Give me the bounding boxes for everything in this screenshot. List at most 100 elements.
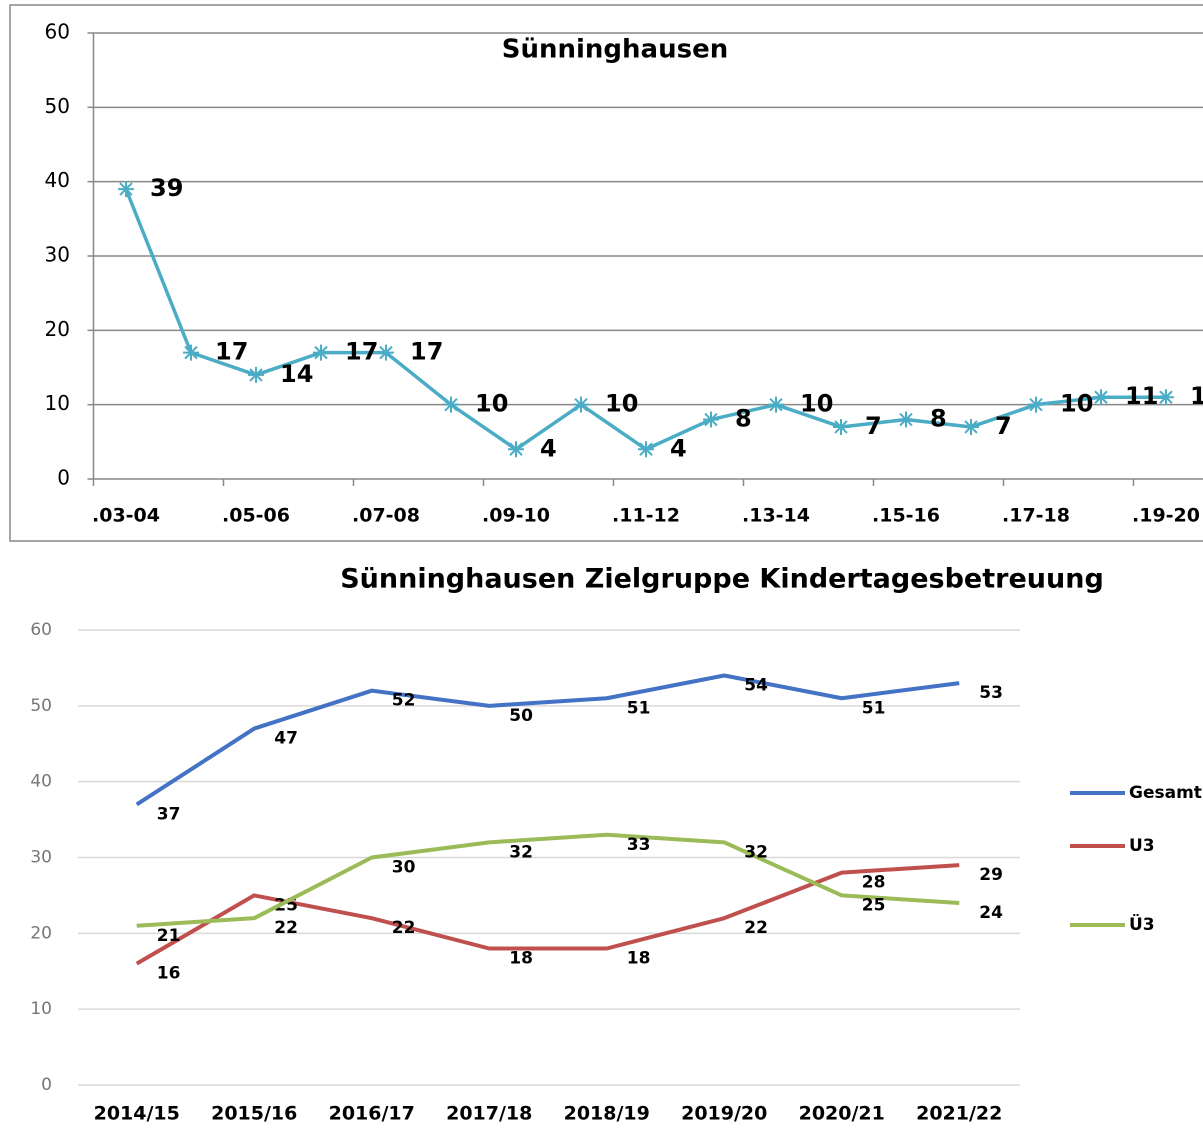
data-label: 4 xyxy=(540,434,557,462)
x-tick-label: .15-16 xyxy=(872,505,940,527)
marker xyxy=(313,344,329,361)
data-label: 10 xyxy=(800,390,833,418)
data-label: 22 xyxy=(274,918,298,938)
data-label: 7 xyxy=(865,412,882,440)
data-label: 10 xyxy=(605,390,638,418)
data-label: 53 xyxy=(979,683,1003,703)
x-tick-label: .09-10 xyxy=(482,505,550,527)
marker xyxy=(508,441,524,458)
x-tick-label: .13-14 xyxy=(742,505,810,527)
y-tick-label: 20 xyxy=(30,923,52,943)
series-line xyxy=(136,832,960,928)
x-tick-label: 2017/18 xyxy=(446,1103,532,1125)
data-label: 37 xyxy=(157,804,181,824)
x-tick-label: .03-04 xyxy=(92,505,160,527)
marker xyxy=(703,411,719,428)
data-label: 22 xyxy=(392,918,416,938)
data-label: 24 xyxy=(979,903,1003,923)
data-label: 51 xyxy=(627,698,651,718)
marker xyxy=(378,344,394,361)
x-tick-label: .11-12 xyxy=(612,505,680,527)
data-label: 32 xyxy=(744,842,768,862)
marker xyxy=(963,418,979,435)
x-tick-label: 2015/16 xyxy=(211,1103,297,1125)
y-tick-label: 60 xyxy=(45,20,70,44)
data-label: 51 xyxy=(862,698,886,718)
data-label: 47 xyxy=(274,729,298,749)
y-tick-label: 20 xyxy=(45,317,70,341)
data-label: 33 xyxy=(627,835,651,855)
y-tick-label: 0 xyxy=(57,466,70,490)
marker xyxy=(1028,396,1044,413)
marker xyxy=(248,366,264,383)
legend-label: Ü3 xyxy=(1129,913,1155,935)
y-tick-label: 10 xyxy=(45,391,70,415)
x-tick-label: .07-08 xyxy=(352,505,420,527)
series-line xyxy=(124,188,1166,452)
legend-label: U3 xyxy=(1129,836,1155,856)
y-tick-label: 60 xyxy=(30,620,52,640)
marker xyxy=(833,418,849,435)
chart-title: Sünninghausen Zielgruppe Kindertagesbetr… xyxy=(340,564,1104,595)
marker xyxy=(898,411,914,428)
y-tick-label: 40 xyxy=(45,168,70,192)
data-label: 50 xyxy=(509,706,533,726)
chart-frame xyxy=(9,4,1203,542)
marker xyxy=(638,441,654,458)
marker xyxy=(768,396,784,413)
data-label: 8 xyxy=(735,405,752,433)
data-label: 8 xyxy=(930,405,947,433)
data-label: 39 xyxy=(150,174,183,202)
y-tick-label: 30 xyxy=(45,243,70,267)
chart-title: Sünninghausen xyxy=(502,35,728,65)
marker xyxy=(118,181,134,198)
x-tick-label: 2020/21 xyxy=(799,1103,885,1125)
data-label: 7 xyxy=(995,412,1012,440)
x-tick-label: .05-06 xyxy=(222,505,290,527)
data-label: 32 xyxy=(509,842,533,862)
data-label: 18 xyxy=(627,949,651,969)
y-tick-label: 50 xyxy=(30,696,52,716)
data-label: 30 xyxy=(392,858,416,878)
marker xyxy=(443,396,459,413)
x-tick-label: 2018/19 xyxy=(564,1103,650,1125)
data-label: 14 xyxy=(280,360,313,388)
data-label: 17 xyxy=(345,338,378,366)
marker xyxy=(183,344,199,361)
data-label: 54 xyxy=(744,676,768,696)
data-label: 52 xyxy=(392,691,416,711)
marker xyxy=(573,396,589,413)
x-tick-label: .19-20 xyxy=(1132,505,1200,527)
data-label: 25 xyxy=(862,895,886,915)
y-tick-label: 50 xyxy=(45,94,70,118)
data-label: 11 xyxy=(1125,382,1158,410)
data-label: 11 xyxy=(1190,382,1203,410)
data-label: 4 xyxy=(670,434,687,462)
x-tick-label: 2021/22 xyxy=(916,1103,1002,1125)
data-label: 29 xyxy=(979,865,1003,885)
data-label: 22 xyxy=(744,918,768,938)
marker xyxy=(1093,389,1109,406)
data-label: 17 xyxy=(215,338,248,366)
marker xyxy=(1158,389,1174,406)
y-tick-label: 30 xyxy=(30,848,52,868)
x-tick-label: 2019/20 xyxy=(681,1103,767,1125)
data-label: 10 xyxy=(475,390,508,418)
series-line xyxy=(135,673,960,807)
x-tick-label: .17-18 xyxy=(1002,505,1070,527)
data-label: 10 xyxy=(1060,390,1093,418)
y-tick-label: 0 xyxy=(41,1075,52,1095)
x-tick-label: 2016/17 xyxy=(329,1103,415,1125)
data-label: 17 xyxy=(410,338,443,366)
data-label: 16 xyxy=(157,964,181,984)
data-label: 28 xyxy=(862,873,886,893)
y-tick-label: 40 xyxy=(30,772,52,792)
y-tick-label: 10 xyxy=(30,999,52,1019)
data-label: 21 xyxy=(157,926,181,946)
x-tick-label: 2014/15 xyxy=(94,1103,180,1125)
series-line xyxy=(135,863,960,966)
legend-label: Gesamt xyxy=(1129,783,1202,803)
data-label: 18 xyxy=(509,949,533,969)
